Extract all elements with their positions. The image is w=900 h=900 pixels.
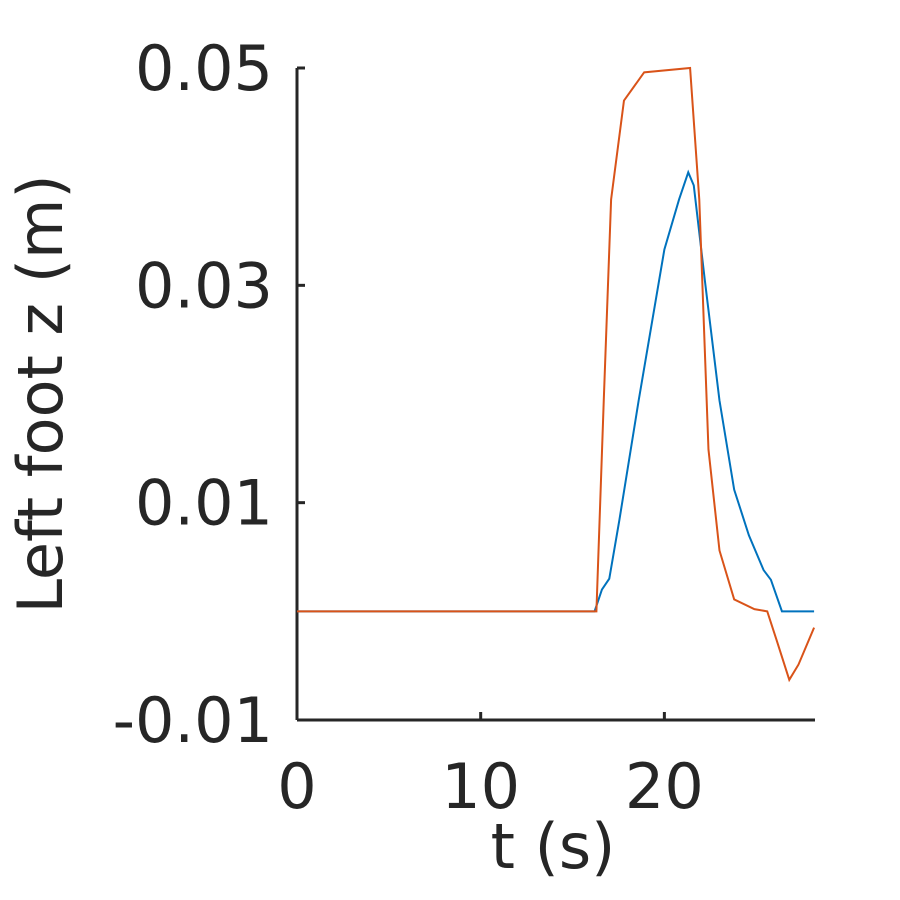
series-line: [297, 66, 816, 683]
y-tick-label: 0.05: [135, 32, 273, 105]
x-tick-label: 0: [277, 750, 316, 823]
y-tick-label: 0.03: [135, 249, 273, 322]
x-axis-label: t (s): [491, 810, 616, 883]
x-tick-label: 20: [625, 750, 704, 823]
series-line: [297, 169, 815, 613]
y-tick-label: 0.01: [135, 467, 273, 540]
y-tick-label: -0.01: [113, 684, 273, 757]
y-axis-label: Left foot z (m): [4, 174, 77, 613]
x-tick-label: 10: [441, 750, 520, 823]
